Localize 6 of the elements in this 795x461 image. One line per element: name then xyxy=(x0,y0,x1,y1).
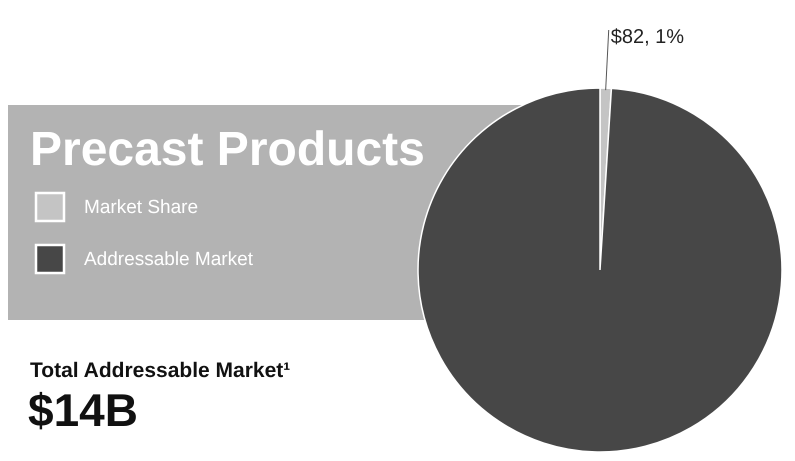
legend-label: Market Share xyxy=(84,197,198,218)
text: $14B xyxy=(28,384,138,436)
legend-label: Addressable Market xyxy=(84,249,254,270)
text: Total Addressable Market¹ xyxy=(30,359,290,382)
data-label: $82, 1% xyxy=(610,26,684,48)
text: Precast Products xyxy=(30,123,425,176)
